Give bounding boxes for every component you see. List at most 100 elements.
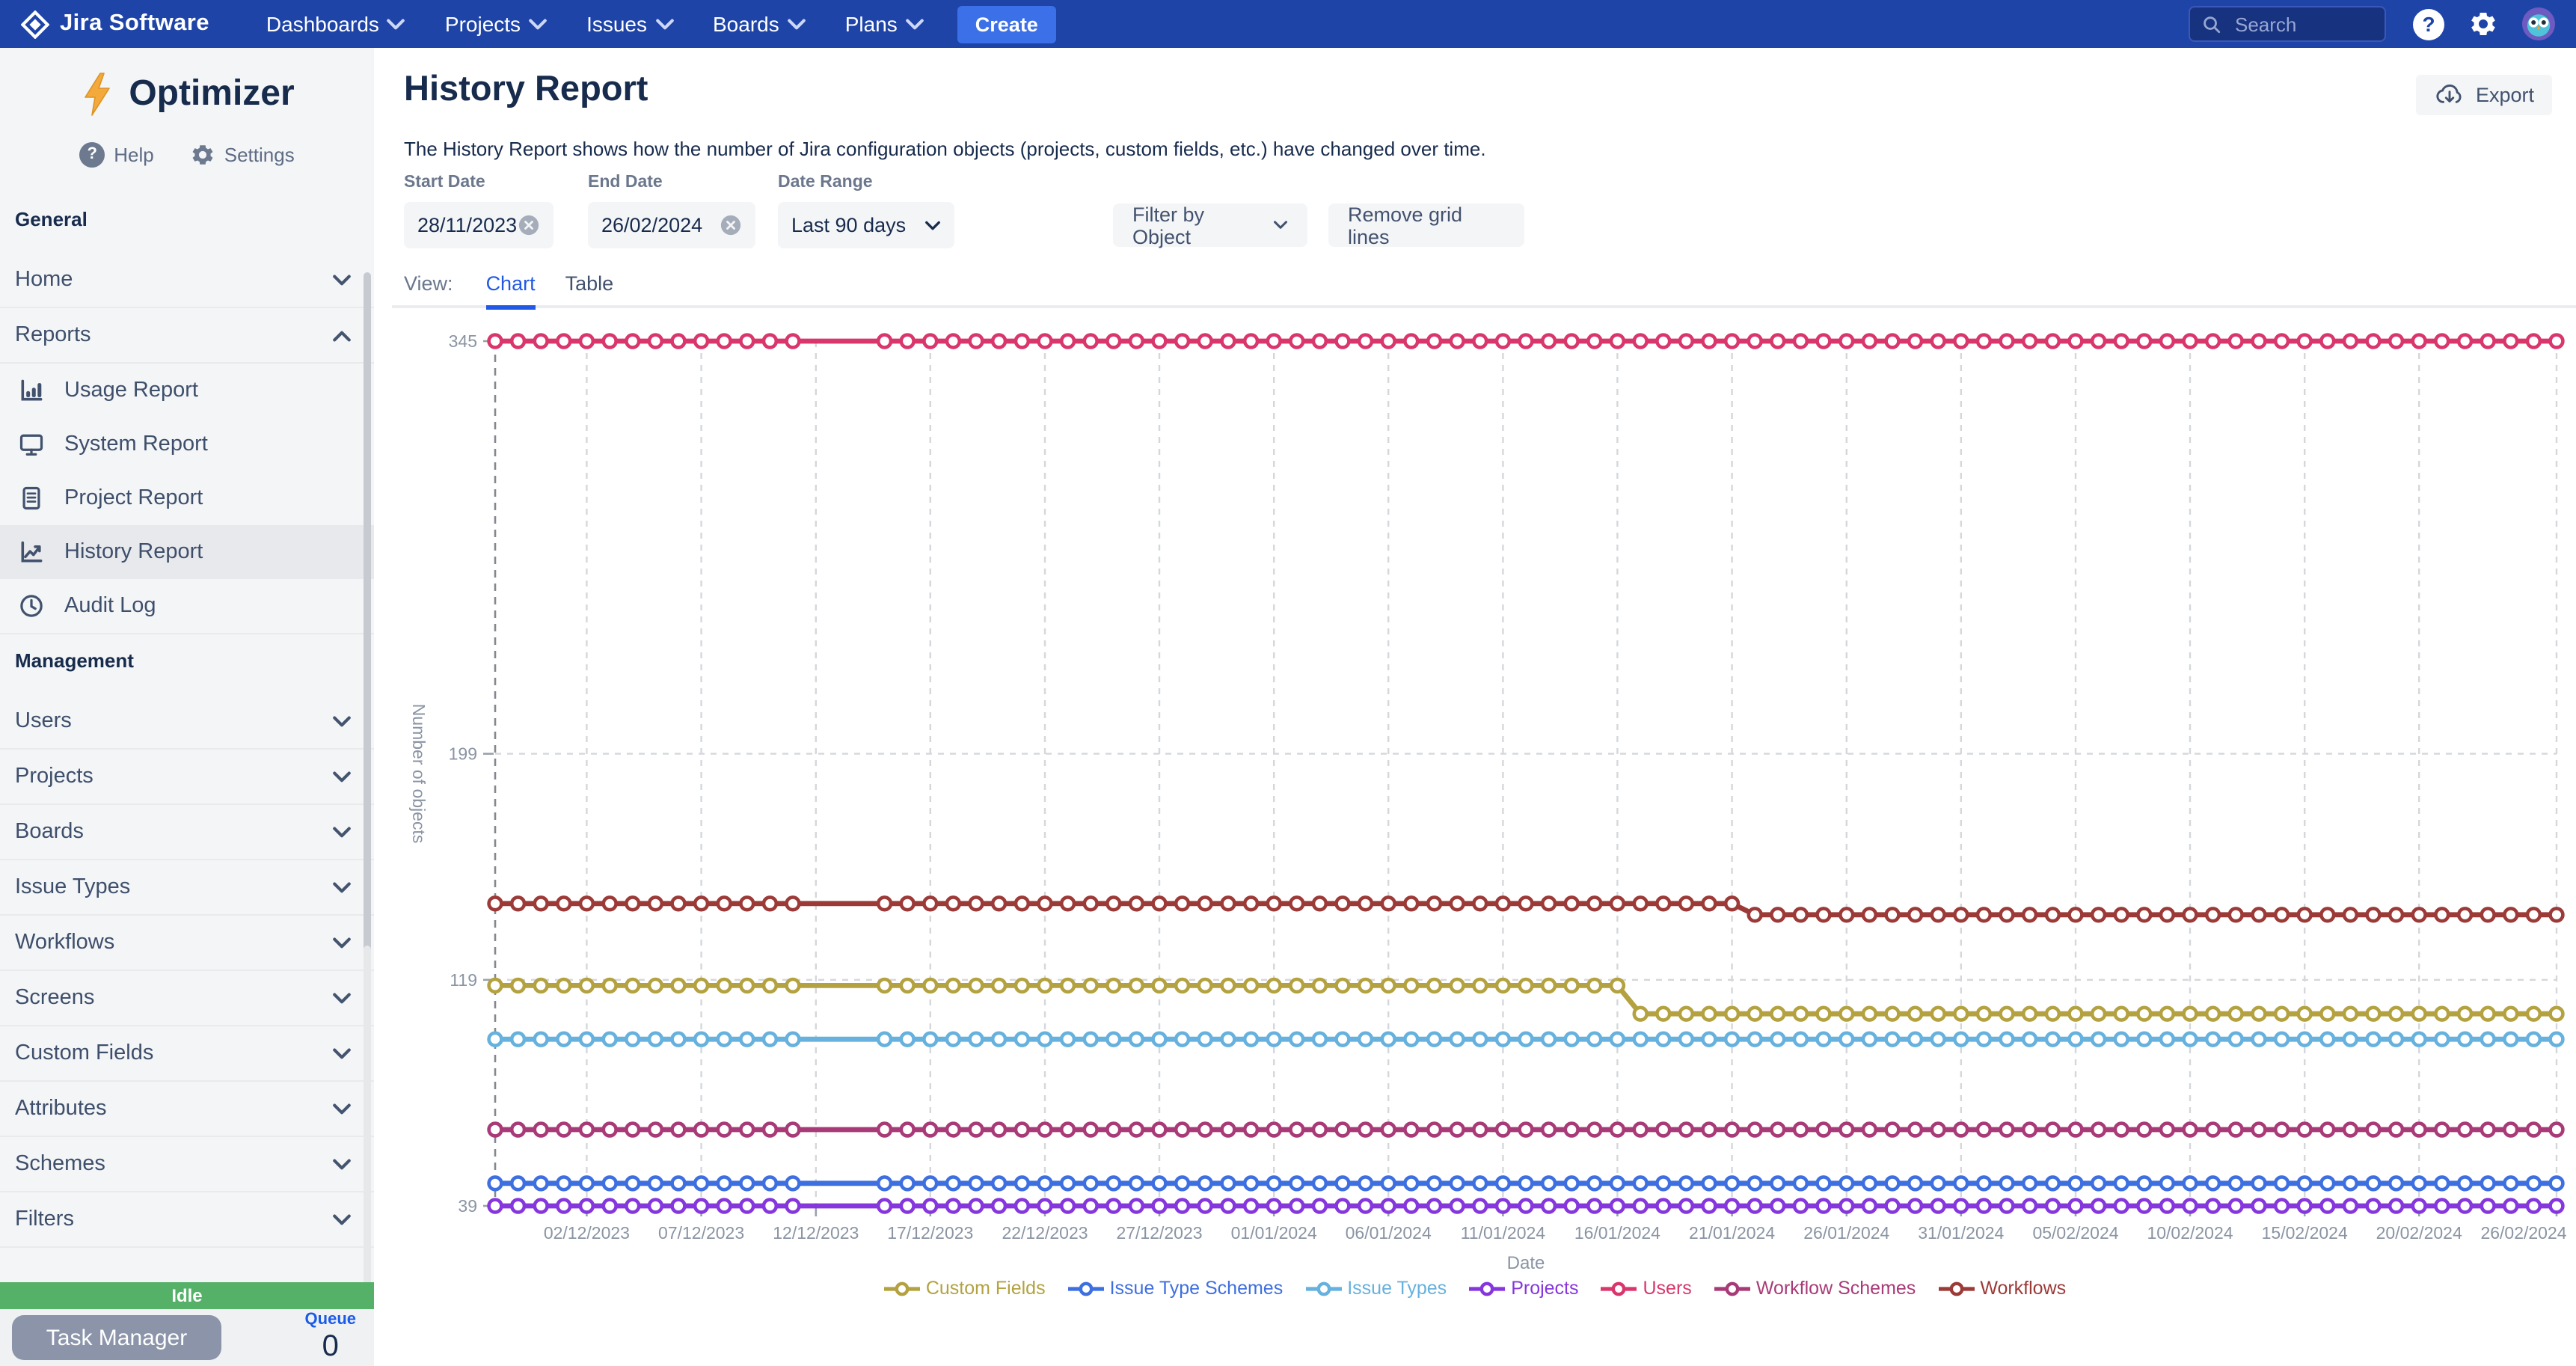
end-date-input[interactable]: 26/02/2024	[588, 202, 755, 248]
legend-item-projects[interactable]: Projects	[1469, 1278, 1578, 1299]
sidebar-item-screens[interactable]: Screens	[0, 971, 374, 1026]
x-tick-label: 21/01/2024	[1689, 1223, 1775, 1243]
sidebar-scrollbar-thumb[interactable]	[364, 946, 371, 1290]
export-button[interactable]: Export	[2416, 75, 2552, 115]
sidebar-item-projects[interactable]: Projects	[0, 750, 374, 805]
legend-marker-icon	[1469, 1280, 1505, 1296]
x-tick-label: 20/02/2024	[2376, 1223, 2462, 1243]
nav-item-plans[interactable]: Plans	[845, 12, 924, 36]
chevron-down-icon	[332, 770, 352, 783]
sidebar-utility-row: ? Help Settings	[0, 139, 374, 169]
status-badge: Idle	[0, 1282, 374, 1309]
filter-by-object-button[interactable]: Filter by Object	[1113, 203, 1307, 247]
sidebar-item-label: Reports	[15, 323, 91, 347]
sidebar-item-label: Filters	[15, 1207, 74, 1231]
queue-indicator: Queue 0	[305, 1312, 356, 1362]
task-manager-button[interactable]: Task Manager	[12, 1315, 221, 1360]
settings-gear-icon	[190, 141, 215, 167]
x-tick-label: 27/12/2023	[1116, 1223, 1202, 1243]
sidebar-item-label: Usage Report	[64, 379, 198, 402]
legend-item-issue-types[interactable]: Issue Types	[1305, 1278, 1447, 1299]
x-tick-label: 26/01/2024	[1803, 1223, 1889, 1243]
legend-item-issue-type-schemes[interactable]: Issue Type Schemes	[1068, 1278, 1284, 1299]
x-tick-label: 05/02/2024	[2032, 1223, 2118, 1243]
y-tick-label: 39	[458, 1196, 477, 1216]
nav-item-label: Projects	[445, 12, 521, 36]
sidebar-item-boards[interactable]: Boards	[0, 805, 374, 860]
date-range-select[interactable]: Last 90 days	[778, 202, 954, 248]
clear-start-date-icon[interactable]	[518, 214, 540, 236]
nav-item-label: Plans	[845, 12, 898, 36]
remove-grid-lines-button[interactable]: Remove grid lines	[1328, 203, 1524, 247]
gear-icon[interactable]	[2468, 9, 2498, 39]
legend-label: Custom Fields	[926, 1278, 1046, 1299]
document-icon	[18, 485, 45, 512]
start-date-input[interactable]: 28/11/2023	[404, 202, 553, 248]
chevron-down-icon	[924, 219, 941, 231]
tab-table[interactable]: Table	[565, 272, 614, 310]
legend-label: Workflow Schemes	[1756, 1278, 1916, 1299]
chart-legend: Custom Fields Issue Type Schemes Issue Typ…	[374, 1278, 2576, 1299]
nav-search[interactable]	[2189, 6, 2386, 42]
legend-item-users[interactable]: Users	[1601, 1278, 1692, 1299]
legend-marker-icon	[1305, 1280, 1341, 1296]
sidebar-item-issue-types[interactable]: Issue Types	[0, 860, 374, 916]
nav-item-boards[interactable]: Boards	[713, 12, 806, 36]
y-tick-label: 199	[449, 744, 477, 764]
sidebar-item-label: Project Report	[64, 486, 203, 510]
app-window: Jira Software Dashboards Projects Issues Bo…	[0, 0, 2576, 1366]
legend-item-custom-fields[interactable]: Custom Fields	[884, 1278, 1046, 1299]
lightning-bolt-icon	[79, 72, 115, 117]
tab-chart[interactable]: Chart	[486, 272, 536, 310]
sidebar-item-project-report[interactable]: Project Report	[0, 471, 374, 525]
series-markers-custom-fields	[489, 979, 2563, 1020]
sidebar-item-schemes[interactable]: Schemes	[0, 1137, 374, 1192]
search-icon	[2202, 14, 2221, 34]
nav-item-dashboards[interactable]: Dashboards	[266, 12, 406, 36]
sidebar-item-workflows[interactable]: Workflows	[0, 916, 374, 971]
end-date-field: End Date 26/02/2024	[588, 174, 755, 248]
legend-label: Projects	[1511, 1278, 1578, 1299]
search-input[interactable]	[2232, 11, 2382, 37]
sidebar-item-history-report[interactable]: History Report	[0, 525, 374, 579]
bar-chart-icon	[18, 377, 45, 404]
sidebar-item-label: System Report	[64, 432, 208, 456]
sidebar-item-label: Audit Log	[64, 594, 156, 618]
jira-logo-icon	[21, 10, 49, 38]
sidebar-item-label: Workflows	[15, 931, 114, 955]
sidebar-item-filters[interactable]: Filters	[0, 1192, 374, 1248]
user-avatar[interactable]	[2522, 7, 2555, 40]
sidebar-settings-link[interactable]: Settings	[190, 141, 295, 167]
sidebar-item-users[interactable]: Users	[0, 694, 374, 750]
clear-end-date-icon[interactable]	[720, 214, 742, 236]
sidebar-item-attributes[interactable]: Attributes	[0, 1082, 374, 1137]
x-tick-label: 15/02/2024	[2262, 1223, 2348, 1243]
sidebar-item-home[interactable]: Home	[0, 253, 374, 308]
nav-item-issues[interactable]: Issues	[586, 12, 674, 36]
export-label: Export	[2476, 84, 2534, 106]
create-button[interactable]: Create	[957, 5, 1056, 43]
sidebar-item-usage-report[interactable]: Usage Report	[0, 364, 374, 417]
legend-item-workflow-schemes[interactable]: Workflow Schemes	[1714, 1278, 1916, 1299]
legend-label: Issue Types	[1347, 1278, 1447, 1299]
legend-item-workflows[interactable]: Workflows	[1938, 1278, 2066, 1299]
sidebar-item-label: Attributes	[15, 1097, 107, 1121]
x-tick-label: 17/12/2023	[887, 1223, 973, 1243]
remove-grid-lines-label: Remove grid lines	[1348, 203, 1505, 248]
main-content: History Report Export The History Report…	[374, 48, 2576, 1366]
sidebar-item-audit-log[interactable]: Audit Log	[0, 579, 374, 633]
sidebar-item-label: Custom Fields	[15, 1041, 153, 1065]
app-name: Optimizer	[129, 73, 294, 115]
sidebar-item-reports[interactable]: Reports	[0, 308, 374, 364]
jira-brand[interactable]: Jira Software	[21, 10, 209, 38]
series-markers-users	[489, 335, 2563, 348]
x-tick-label: 22/12/2023	[1002, 1223, 1088, 1243]
sidebar-item-system-report[interactable]: System Report	[0, 417, 374, 471]
sidebar-item-label: Screens	[15, 986, 94, 1010]
chevron-down-icon	[332, 714, 352, 728]
sidebar-item-custom-fields[interactable]: Custom Fields	[0, 1026, 374, 1082]
help-icon[interactable]: ?	[2413, 8, 2444, 40]
sidebar-help-link[interactable]: ? Help	[79, 141, 154, 167]
end-date-value: 26/02/2024	[601, 214, 702, 236]
nav-item-projects[interactable]: Projects	[445, 12, 548, 36]
